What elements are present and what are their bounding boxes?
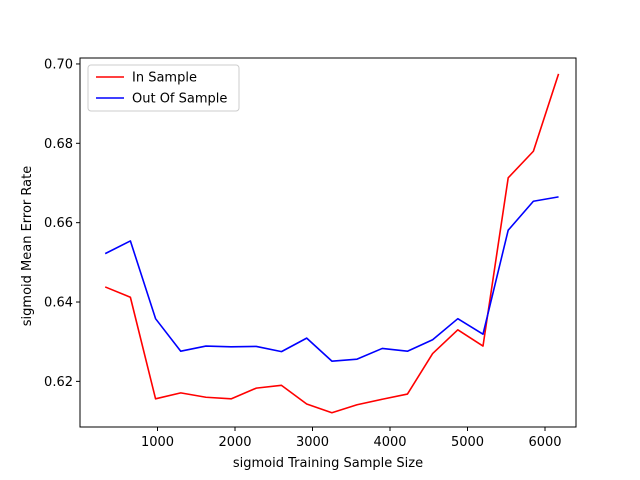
x-tick-label: 5000 [451, 435, 484, 450]
x-tick-label: 4000 [373, 435, 406, 450]
y-tick-label: 0.66 [44, 216, 73, 231]
series-line-1 [104, 73, 560, 414]
x-tick-label: 1000 [141, 435, 174, 450]
x-axis-label: sigmoid Training Sample Size [233, 456, 423, 471]
legend: In Sample Out Of Sample [87, 64, 240, 112]
x-tick-label: 6000 [528, 435, 561, 450]
axes-frame [79, 57, 577, 428]
legend-label-2: Out Of Sample [132, 92, 227, 107]
y-tick-label: 0.70 [44, 57, 73, 72]
y-axis-label: sigmoid Mean Error Rate [20, 166, 35, 326]
series-line-2 [104, 196, 559, 362]
legend-label-1: In Sample [132, 71, 197, 86]
plot-area [104, 73, 560, 414]
x-tick-label: 3000 [296, 435, 329, 450]
y-tick-label: 0.62 [44, 375, 73, 390]
axes: 1000 2000 3000 4000 5000 6000 0.62 0.64 0.66 0.68… [44, 57, 577, 450]
y-tick-label: 0.68 [44, 137, 73, 152]
y-tick-label: 0.64 [44, 296, 73, 311]
legend-box [87, 64, 240, 112]
x-tick-label: 2000 [218, 435, 251, 450]
